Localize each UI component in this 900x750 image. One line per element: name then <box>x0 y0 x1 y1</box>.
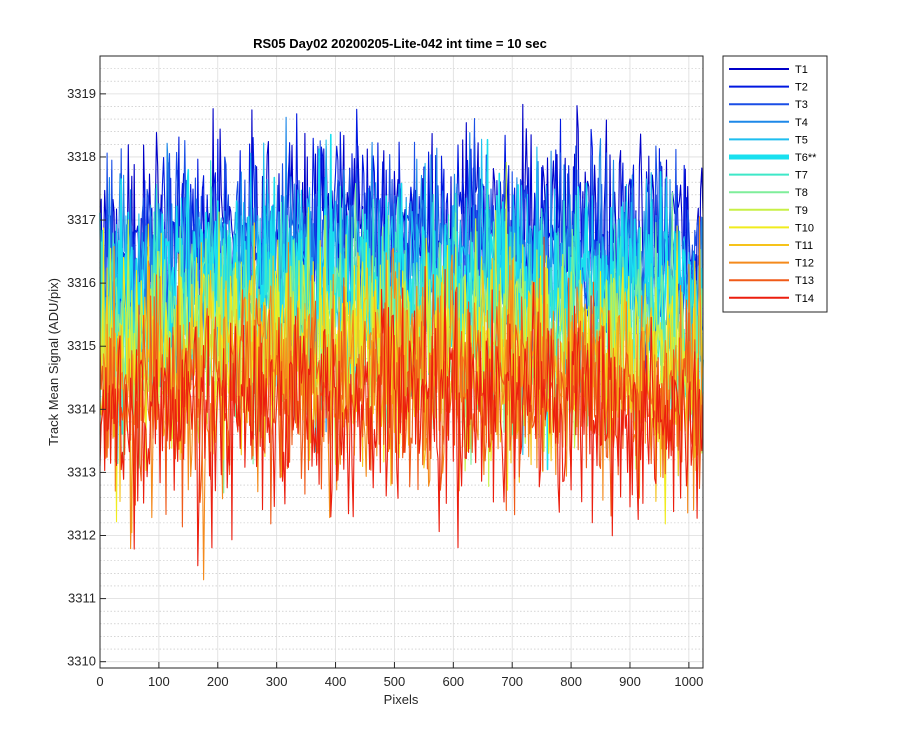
legend-label: T9 <box>795 205 808 217</box>
y-axis: 3310 3311 3312 3313 3314 3315 3316 3317 3318 3319 <box>67 86 106 669</box>
legend-label: T3 <box>795 99 808 111</box>
x-tick-label: 0 <box>96 674 103 689</box>
x-axis: 0 100 200 300 400 500 600 700 800 900 1000 <box>96 662 703 689</box>
x-tick-label: 300 <box>266 674 288 689</box>
series-lines <box>99 103 704 581</box>
y-tick-label: 3319 <box>67 86 96 101</box>
plot-frame <box>99 55 704 669</box>
y-axis-label: Track Mean Signal (ADU/pix) <box>46 278 61 446</box>
legend-label: T6** <box>795 152 817 164</box>
y-tick-label: 3312 <box>67 528 96 543</box>
y-tick-label: 3310 <box>67 654 96 669</box>
y-tick-label: 3313 <box>67 464 96 479</box>
series-line-t14 <box>99 265 704 567</box>
legend-label: T8 <box>795 187 808 199</box>
legend-label: T14 <box>795 293 814 305</box>
series-line-t11 <box>99 222 704 534</box>
y-tick-label: 3317 <box>67 212 96 227</box>
x-tick-label: 200 <box>207 674 229 689</box>
chart-title: RS05 Day02 20200205-Lite-042 int time = … <box>253 36 547 51</box>
x-tick-label: 800 <box>560 674 582 689</box>
legend-label: T4 <box>795 117 808 129</box>
legend-label: T7 <box>795 170 808 182</box>
y-tick-label: 3314 <box>67 401 96 416</box>
x-tick-label: 900 <box>619 674 641 689</box>
x-tick-label: 400 <box>325 674 347 689</box>
legend: T1 T2 T3 T4 T5 T6** T7 T8 T9 T10 T11 T12 T13 T14 <box>722 55 828 313</box>
x-tick-label: 600 <box>442 674 464 689</box>
x-tick-label: 500 <box>384 674 406 689</box>
legend-label: T13 <box>795 275 814 287</box>
legend-label: T12 <box>795 258 814 270</box>
legend-box <box>722 55 828 313</box>
y-tick-label: 3311 <box>68 591 96 606</box>
legend-label: T5 <box>795 134 808 146</box>
legend-label: T10 <box>795 222 814 234</box>
legend-label: T2 <box>795 82 808 94</box>
x-tick-label: 1000 <box>674 674 703 689</box>
y-tick-label: 3318 <box>67 149 96 164</box>
y-tick-label: 3315 <box>67 338 96 353</box>
legend-label: T11 <box>795 240 813 252</box>
legend-label: T1 <box>795 64 808 76</box>
y-tick-label: 3316 <box>67 275 96 290</box>
x-axis-label: Pixels <box>384 692 419 707</box>
x-tick-label: 100 <box>148 674 170 689</box>
x-tick-label: 700 <box>501 674 523 689</box>
